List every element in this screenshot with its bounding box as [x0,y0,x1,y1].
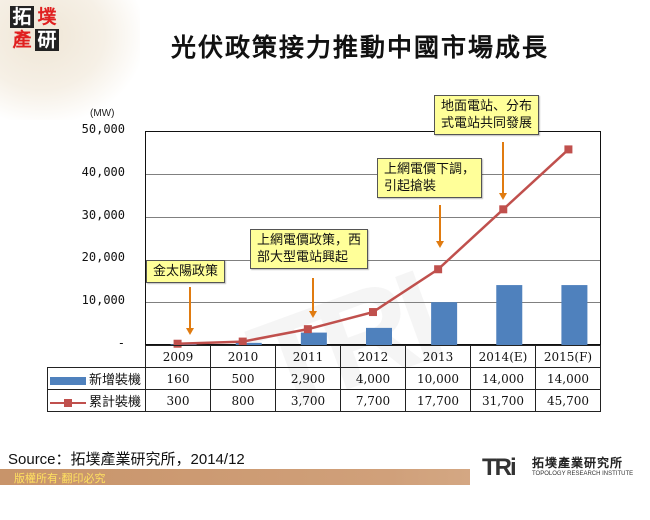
brand-name-en: TOPOLOGY RESEARCH INSTITUTE [532,471,634,477]
table-cell: 10,000 [405,367,471,390]
logo-char: 拓 [10,6,34,28]
year-header: 2014(E) [470,345,536,368]
bar [235,342,262,345]
org-logo: 拓 墣 產 研 [10,6,62,52]
legend-cumulative: 累計裝機 [47,389,146,412]
year-header: 2015(F) [535,345,601,368]
data-table: 2009 2010 2011 2012 2013 2014(E) 2015(F)… [47,345,601,412]
copyright-text: 版權所有‧翻印必究 [14,472,106,485]
y-tick: 10,000 [81,293,125,307]
table-cell: 45,700 [535,389,601,412]
legend-label: 累計裝機 [89,395,142,410]
year-header: 2013 [405,345,471,368]
year-header: 2010 [210,345,276,368]
y-tick: 50,000 [81,122,125,136]
callout-golden-sun: 金太陽政策 [146,260,226,283]
table-row-cumulative: 累計裝機 300 800 3,700 7,700 17,700 31,700 4… [47,389,601,412]
line-marker [499,205,508,214]
bar [300,332,327,345]
logo-char: 墣 [37,6,57,28]
y-tick: 40,000 [81,165,125,179]
table-cell: 31,700 [470,389,536,412]
bar [365,327,392,345]
year-header: 2012 [340,345,406,368]
line-legend-icon [50,398,86,407]
chart-svg [170,142,588,348]
tri-logo: TRi 拓墣產業研究所 TOPOLOGY RESEARCH INSTITUTE [470,448,650,485]
bar [561,285,588,345]
bar-legend-icon [50,376,86,385]
table-cell: 300 [145,389,211,412]
logo-char: 產 [12,29,32,51]
table-cell: 17,700 [405,389,471,412]
table-cell: 4,000 [340,367,406,390]
tri-mark: TRi [482,454,517,481]
line-marker [238,337,247,346]
legend-label: 新增裝機 [89,373,142,388]
callout-arrows [186,142,507,335]
gridline [146,260,600,261]
line-series-cumulative [173,145,573,348]
gridline [146,302,600,303]
line-marker [564,145,573,154]
table-cell: 14,000 [535,367,601,390]
table-cell: 800 [210,389,276,412]
table-row-new-installs: 新增裝機 160 500 2,900 4,000 10,000 14,000 1… [47,367,601,390]
table-cell: 7,700 [340,389,406,412]
line-marker [434,265,443,274]
gridline [146,217,600,218]
y-tick: - [117,336,125,350]
line-marker [368,308,377,317]
table-cell: 500 [210,367,276,390]
bar [496,285,523,345]
line-marker [303,325,312,334]
table-cell: 3,700 [275,389,341,412]
y-tick: 30,000 [81,208,125,222]
callout-ground-distributed: 地面電站、分布 式電站共同發展 [434,95,540,135]
bar [431,302,458,345]
bar-series-new-installs [170,285,588,345]
source-note: Source：拓墣產業研究所，2014/12 [8,451,245,468]
table-cell: 160 [145,367,211,390]
callout-fit-policy: 上網電價政策，西 部大型電站興起 [250,229,369,269]
callout-fit-cut: 上網電價下調， 引起搶裝 [377,158,483,198]
y-tick: 20,000 [81,250,125,264]
table-cell: 2,900 [275,367,341,390]
line-marker [173,339,182,348]
legend-new-installs: 新增裝機 [47,367,146,390]
y-axis-unit: (MW) [90,108,115,119]
table-header-row: 2009 2010 2011 2012 2013 2014(E) 2015(F) [47,345,601,368]
year-header: 2011 [275,345,341,368]
logo-char: 研 [35,29,59,51]
brand-name-cn: 拓墣產業研究所 [532,456,624,470]
year-header: 2009 [145,345,211,368]
table-cell: 14,000 [470,367,536,390]
gridline [146,174,600,175]
table-corner [47,345,146,368]
slide-title: 光伏政策接力推動中國市場成長 [170,33,549,62]
